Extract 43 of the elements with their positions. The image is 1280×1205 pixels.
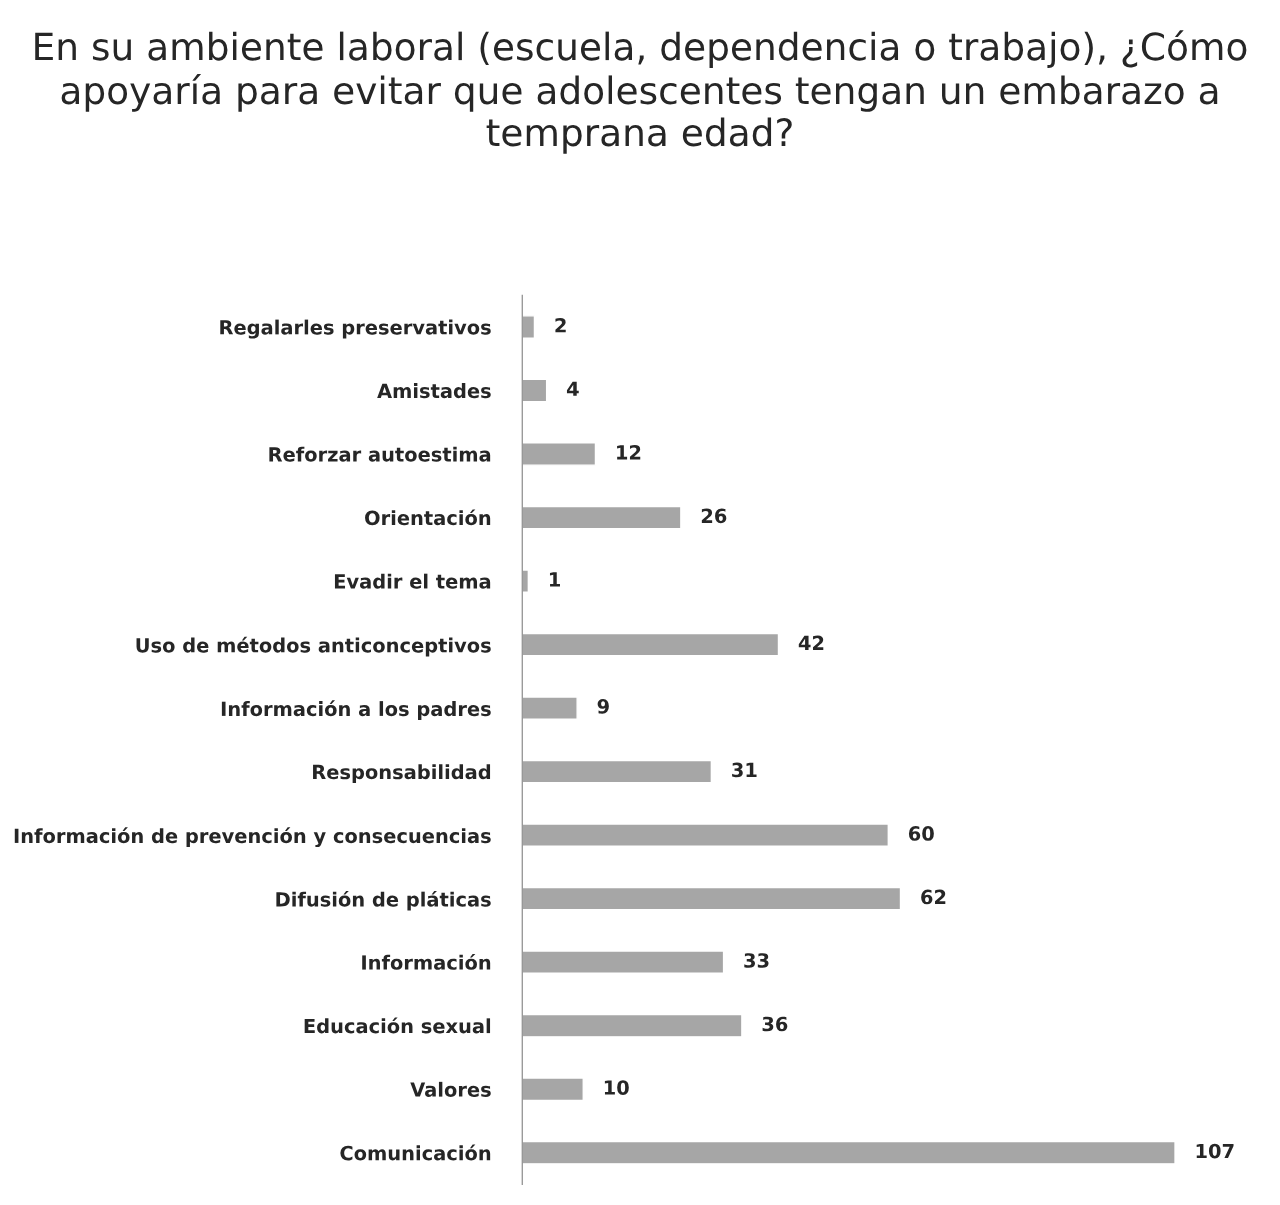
y-tick-label: Información — [362, 954, 491, 970]
y-tick-label: Información a los padres — [221, 700, 491, 720]
data-label: 31 — [732, 762, 757, 778]
bar — [522, 378, 548, 403]
y-tick-label: Orientación — [365, 509, 491, 526]
y-tick-label: Uso de métodos anticonceptivos — [136, 636, 491, 657]
y-tick-label: Educación sexual — [304, 1017, 491, 1034]
data-label: 4 — [566, 381, 579, 396]
bar — [522, 569, 530, 593]
data-label: 12 — [617, 444, 641, 460]
y-tick-label: Información de prevención y consecuencias — [14, 827, 491, 848]
bar — [522, 632, 780, 657]
data-label: 26 — [701, 508, 727, 524]
y-tick-label: Valores — [410, 1081, 491, 1097]
bar — [522, 1013, 743, 1038]
y-tick-label: Amistades — [377, 383, 491, 399]
data-label: 62 — [921, 889, 946, 905]
data-label: 2 — [555, 317, 566, 333]
bar — [522, 1140, 1176, 1165]
data-label: 10 — [604, 1080, 629, 1095]
data-label: 107 — [1196, 1143, 1234, 1159]
data-label: 1 — [549, 572, 560, 587]
data-label: 42 — [798, 635, 824, 650]
bar — [522, 315, 536, 339]
y-tick-label: Regalarles preservativos — [220, 319, 491, 339]
bar — [522, 505, 682, 530]
data-label: 36 — [762, 1016, 788, 1032]
data-label: 60 — [908, 826, 934, 841]
bar — [522, 696, 578, 720]
data-label: 33 — [744, 953, 769, 968]
bar — [522, 950, 725, 975]
y-tick-label: Responsabilidad — [313, 764, 491, 784]
bar — [522, 886, 902, 911]
y-tick-label: Evadir el tema — [334, 573, 491, 589]
bar — [522, 759, 713, 784]
bar — [522, 442, 597, 466]
y-tick-label: Difusión de pláticas — [276, 890, 491, 911]
bar — [522, 1077, 584, 1102]
data-label: 9 — [597, 699, 609, 714]
chart-title: En su ambiente laboral (escuela, dependencia o trabajo), ¿Cómo apoyaría para evitar que adolescentes tengan un embarazo a temprana edad? — [35, 30, 1247, 154]
bar — [522, 823, 889, 847]
y-tick-label: Reforzar autoestima — [269, 446, 491, 462]
y-tick-label: Comunicación — [340, 1144, 491, 1161]
